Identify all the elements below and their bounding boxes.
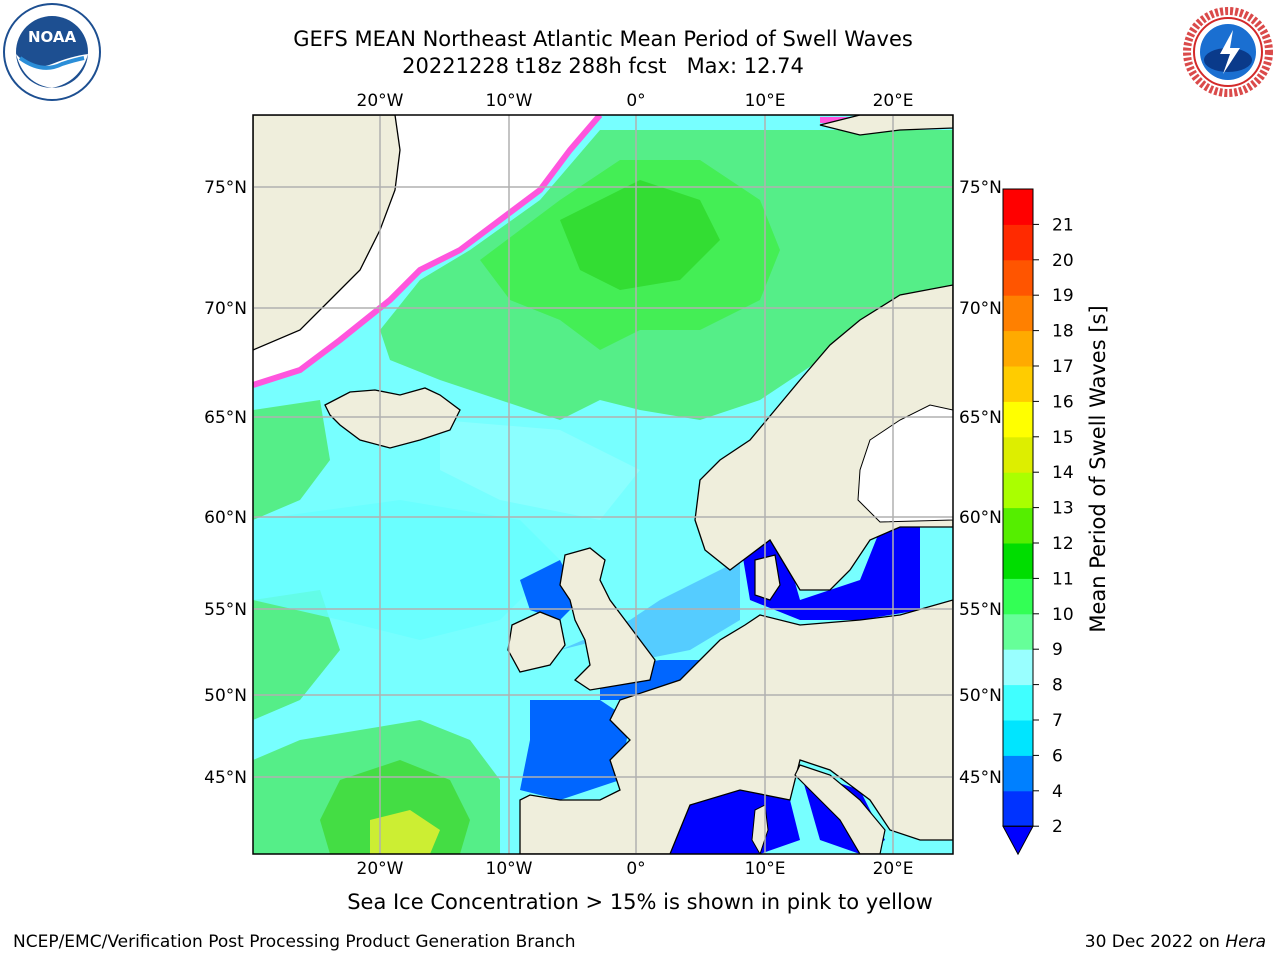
lon-labels-bottom: 20°W 10°W 0° 10°E 20°E xyxy=(357,859,914,879)
colorbar-bin xyxy=(1003,790,1033,827)
colorbar-bin xyxy=(1003,684,1033,721)
lat-label: 65°N xyxy=(204,408,247,428)
colorbar-tick-label: 7 xyxy=(1052,711,1063,731)
colorbar-tick-label: 19 xyxy=(1052,286,1074,306)
colorbar-bin xyxy=(1003,578,1033,615)
colorbar-bin xyxy=(1003,543,1033,579)
lat-labels-right: 75°N 70°N 65°N 60°N 55°N 50°N 45°N xyxy=(959,178,1002,788)
lon-label: 20°W xyxy=(357,859,404,879)
lon-label: 20°W xyxy=(357,91,404,111)
lat-label: 65°N xyxy=(959,408,1002,428)
footer-date: 30 Dec 2022 on Hera xyxy=(1084,932,1266,952)
lon-label: 0° xyxy=(626,859,645,879)
lat-label: 60°N xyxy=(204,508,247,528)
colorbar-tick-label: 10 xyxy=(1052,605,1074,625)
map-field xyxy=(253,115,953,854)
lon-label: 20°E xyxy=(873,91,914,111)
colorbar-tick-label: 21 xyxy=(1052,215,1074,235)
colorbar-bin xyxy=(1003,366,1033,402)
colorbar-bin xyxy=(1003,224,1033,261)
colorbar-bin xyxy=(1003,720,1033,756)
colorbar-tick-label: 15 xyxy=(1052,428,1074,448)
colorbar-tick-label: 20 xyxy=(1052,251,1074,271)
colorbar-tick-label: 16 xyxy=(1052,392,1074,412)
lat-label: 55°N xyxy=(959,600,1002,620)
colorbar-bin xyxy=(1003,295,1033,332)
colorbar-tick-label: 14 xyxy=(1052,463,1074,483)
graticule xyxy=(253,115,953,854)
noaa-logo: NOAA xyxy=(3,3,101,101)
lon-label: 0° xyxy=(626,91,645,111)
colorbar-underflow xyxy=(1002,825,1034,856)
lon-labels-top: 20°W 10°W 0° 10°E 20°E xyxy=(357,91,914,111)
colorbar-bin xyxy=(1003,649,1033,686)
lat-label: 75°N xyxy=(204,178,247,198)
lon-label: 10°E xyxy=(745,91,786,111)
lat-label: 50°N xyxy=(959,686,1002,706)
colorbar-bin xyxy=(1003,436,1033,473)
lat-label: 55°N xyxy=(204,600,247,620)
lon-label: 20°E xyxy=(873,859,914,879)
colorbar-bin xyxy=(1003,189,1033,225)
lat-label: 45°N xyxy=(959,768,1002,788)
colorbar-tick-label: 13 xyxy=(1052,499,1074,519)
chart-title: GEFS MEAN Northeast Atlantic Mean Period… xyxy=(293,27,913,51)
colorbar-bin xyxy=(1003,259,1033,296)
colorbar-tick-label: 2 xyxy=(1052,817,1063,837)
colorbar-tick-label: 11 xyxy=(1052,569,1074,589)
lat-label: 70°N xyxy=(204,299,247,319)
colorbar-tick-label: 6 xyxy=(1052,746,1063,766)
colorbar-bin xyxy=(1003,401,1033,438)
nws-logo xyxy=(1180,4,1276,100)
colorbar-tick-label: 8 xyxy=(1052,676,1063,696)
colorbar-bin xyxy=(1003,472,1033,509)
map-caption: Sea Ice Concentration > 15% is shown in … xyxy=(347,890,933,914)
lat-label: 45°N xyxy=(204,768,247,788)
lat-label: 75°N xyxy=(959,178,1002,198)
map-frame xyxy=(252,114,954,855)
lon-label: 10°E xyxy=(745,859,786,879)
colorbar: 2 4 6 7 8 9 10 11 12 13 14 15 16 17 18 19 20 21 xyxy=(1002,188,1074,856)
lon-label: 10°W xyxy=(486,91,533,111)
noaa-logo-text: NOAA xyxy=(28,28,77,46)
lat-label: 60°N xyxy=(959,508,1002,528)
colorbar-tick-label: 9 xyxy=(1052,640,1063,660)
colorbar-tick-label: 4 xyxy=(1052,782,1063,802)
colorbar-bin xyxy=(1003,507,1033,544)
colorbar-tick-label: 18 xyxy=(1052,322,1074,342)
footer-credit: NCEP/EMC/Verification Post Processing Pr… xyxy=(13,932,576,952)
colorbar-tick-label: 12 xyxy=(1052,534,1074,554)
lat-labels-left: 75°N 70°N 65°N 60°N 55°N 50°N 45°N xyxy=(204,178,247,788)
lat-label: 70°N xyxy=(959,299,1002,319)
colorbar-bin xyxy=(1003,330,1033,367)
lat-label: 50°N xyxy=(204,686,247,706)
chart-subtitle: 20221228 t18z 288h fcst Max: 12.74 xyxy=(402,54,804,78)
colorbar-bin xyxy=(1003,613,1033,650)
lon-label: 10°W xyxy=(486,859,533,879)
colorbar-bin xyxy=(1003,755,1033,792)
colorbar-tick-label: 17 xyxy=(1052,357,1074,377)
